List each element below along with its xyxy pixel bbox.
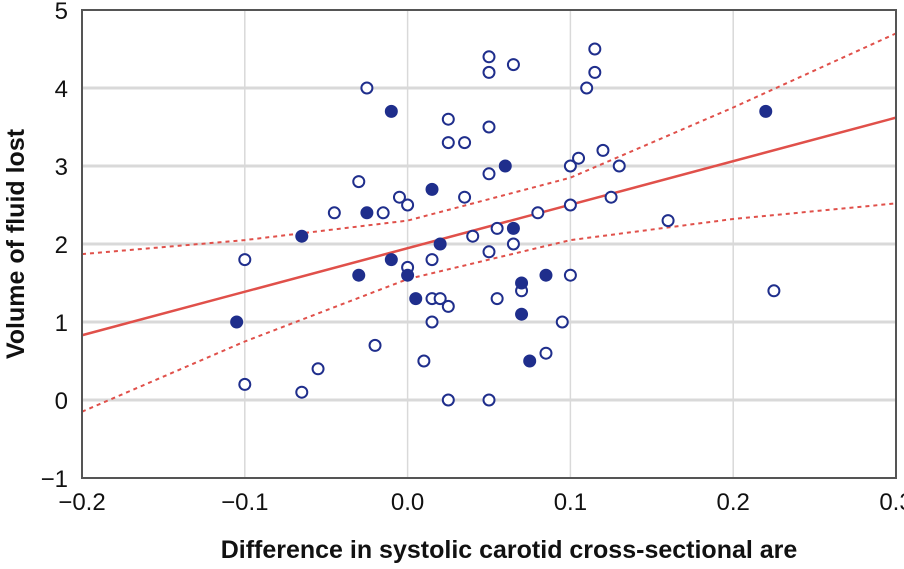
open-data-point <box>563 268 577 282</box>
open-data-point <box>238 253 252 267</box>
filled-data-point <box>433 237 447 251</box>
y-tick-label: 5 <box>55 0 68 25</box>
tick-labels: −0.2 −0.1 0.0 0.1 0.2 0.3 −1 0 1 2 3 4 5 <box>41 0 904 516</box>
open-data-point <box>580 81 594 95</box>
open-data-point <box>661 214 675 228</box>
open-data-point <box>441 136 455 150</box>
y-tick-label: −1 <box>41 466 68 493</box>
open-data-point <box>238 377 252 391</box>
data-points <box>230 42 781 407</box>
y-tick-label: 3 <box>55 154 68 181</box>
filled-data-point <box>515 276 529 290</box>
open-data-point <box>441 393 455 407</box>
open-data-point <box>311 362 325 376</box>
open-data-point <box>425 253 439 267</box>
open-data-point <box>767 284 781 298</box>
y-tick-label: 2 <box>55 232 68 259</box>
plot-frame <box>81 9 897 479</box>
filled-data-point <box>523 354 537 368</box>
open-data-point <box>612 159 626 173</box>
y-tick-label: 0 <box>55 388 68 415</box>
open-data-point <box>588 65 602 79</box>
open-data-point <box>490 221 504 235</box>
open-data-point <box>596 143 610 157</box>
filled-data-point <box>295 229 309 243</box>
open-data-point <box>604 190 618 204</box>
x-tick-label: 0.2 <box>717 489 750 516</box>
open-data-point <box>425 315 439 329</box>
open-data-point <box>360 81 374 95</box>
open-data-point <box>368 338 382 352</box>
open-data-point <box>433 292 447 306</box>
open-data-point <box>482 65 496 79</box>
filled-data-point <box>384 253 398 267</box>
open-data-point <box>458 136 472 150</box>
filled-data-point <box>230 315 244 329</box>
x-tick-label: 0.1 <box>554 489 587 516</box>
open-data-point <box>555 315 569 329</box>
x-tick-label: −0.2 <box>58 489 105 516</box>
filled-data-point <box>384 104 398 118</box>
open-data-point <box>417 354 431 368</box>
filled-data-point <box>506 221 520 235</box>
open-data-point <box>563 198 577 212</box>
open-data-point <box>441 112 455 126</box>
y-tick-label: 4 <box>55 76 68 103</box>
open-data-point <box>482 245 496 259</box>
x-axis-title: Difference in systolic carotid cross-sec… <box>221 536 798 564</box>
filled-data-point <box>409 292 423 306</box>
filled-data-point <box>360 206 374 220</box>
open-data-point <box>458 190 472 204</box>
open-data-point <box>482 50 496 64</box>
filled-data-point <box>401 268 415 282</box>
open-data-point <box>352 175 366 189</box>
y-axis-title: Volume of fluid lost <box>2 128 30 359</box>
open-data-point <box>490 292 504 306</box>
confidence-band-upper <box>81 32 897 256</box>
confidence-band-lower <box>81 202 897 413</box>
filled-data-point <box>425 182 439 196</box>
filled-data-point <box>759 104 773 118</box>
open-data-point <box>563 159 577 173</box>
open-data-point <box>506 58 520 72</box>
open-data-point <box>506 237 520 251</box>
open-data-point <box>327 206 341 220</box>
open-data-point <box>572 151 586 165</box>
y-tick-label: 1 <box>55 310 68 337</box>
open-data-point <box>376 206 390 220</box>
open-data-point <box>401 198 415 212</box>
open-data-point <box>482 120 496 134</box>
open-data-point <box>482 393 496 407</box>
open-data-point <box>482 167 496 181</box>
confidence-band <box>81 32 897 413</box>
regression-line <box>81 116 897 337</box>
open-data-point <box>466 229 480 243</box>
open-data-point <box>539 346 553 360</box>
filled-data-point <box>498 159 512 173</box>
open-data-point <box>441 299 455 313</box>
open-data-point <box>531 206 545 220</box>
regression-line-segment <box>81 116 897 337</box>
x-tick-label: 0.0 <box>391 489 424 516</box>
x-tick-label: 0.3 <box>879 489 904 516</box>
open-data-point <box>392 190 406 204</box>
filled-data-point <box>515 307 529 321</box>
filled-data-point <box>539 268 553 282</box>
x-tick-label: −0.1 <box>221 489 268 516</box>
open-data-point <box>588 42 602 56</box>
open-data-point <box>295 385 309 399</box>
filled-data-point <box>352 268 366 282</box>
